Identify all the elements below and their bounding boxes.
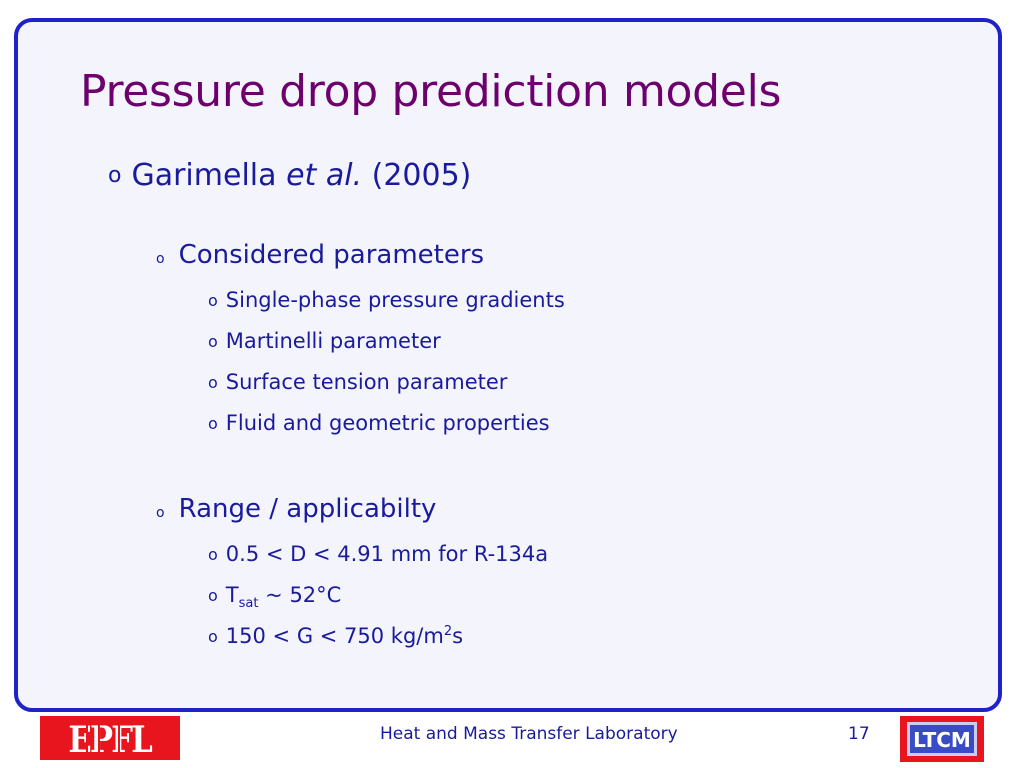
- reference-author: Garimella: [131, 158, 277, 193]
- bullet-icon: o: [156, 505, 165, 521]
- bullet-icon: o: [208, 414, 218, 433]
- slide-title: Pressure drop prediction models: [80, 66, 782, 117]
- mass-flux-prefix: 150 < G < 750 kg/m: [225, 624, 444, 648]
- epfl-logo: EPFL: [40, 716, 180, 761]
- svg-text:EPFL: EPFL: [68, 719, 152, 760]
- list-item-label: 0.5 < D < 4.91 mm for R-134a: [225, 542, 549, 566]
- reference-year: (2005): [371, 158, 472, 193]
- temperature-symbol: T: [225, 583, 239, 607]
- bullet-icon: o: [156, 251, 165, 267]
- mass-flux-superscript: 2: [443, 624, 453, 639]
- list-item-temperature: o Tsat ~ 52°C: [208, 583, 341, 611]
- list-item-diameter: o 0.5 < D < 4.91 mm for R-134a: [208, 542, 548, 566]
- section-heading-label: Range / applicabilty: [178, 494, 437, 524]
- list-item-mass-flux: o 150 < G < 750 kg/m2s: [208, 624, 463, 648]
- temperature-subscript: sat: [238, 596, 259, 612]
- list-item: o Surface tension parameter: [208, 370, 507, 394]
- bullet-icon: o: [208, 291, 218, 310]
- bullet-icon: o: [208, 586, 218, 605]
- bullet-icon: o: [208, 627, 218, 646]
- reference-etal: et al.: [286, 158, 363, 193]
- bullet-icon: o: [208, 545, 218, 564]
- list-item: o Single-phase pressure gradients: [208, 288, 565, 312]
- lab-name: Heat and Mass Transfer Laboratory: [380, 724, 678, 744]
- mass-flux-suffix: s: [452, 624, 464, 648]
- reference-line: o Garimella et al. (2005): [108, 158, 471, 193]
- bullet-icon: o: [208, 373, 218, 392]
- slide-frame: [14, 18, 1002, 712]
- svg-text:LTCM: LTCM: [913, 728, 971, 752]
- bullet-icon: o: [108, 163, 122, 188]
- page-number: 17: [848, 724, 870, 744]
- bullet-icon: o: [208, 332, 218, 351]
- list-item-label: Surface tension parameter: [225, 370, 508, 394]
- ltcm-logo: LTCM: [900, 716, 984, 762]
- section-heading-label: Considered parameters: [178, 240, 485, 270]
- list-item-label: Fluid and geometric properties: [225, 411, 550, 435]
- section-heading-range: o Range / applicabilty: [156, 494, 436, 524]
- list-item: o Fluid and geometric properties: [208, 411, 550, 435]
- list-item-label: Single-phase pressure gradients: [225, 288, 565, 312]
- temperature-value: ~ 52°C: [258, 583, 342, 607]
- section-heading-parameters: o Considered parameters: [156, 240, 484, 270]
- list-item-label: Martinelli parameter: [225, 329, 441, 353]
- list-item: o Martinelli parameter: [208, 329, 441, 353]
